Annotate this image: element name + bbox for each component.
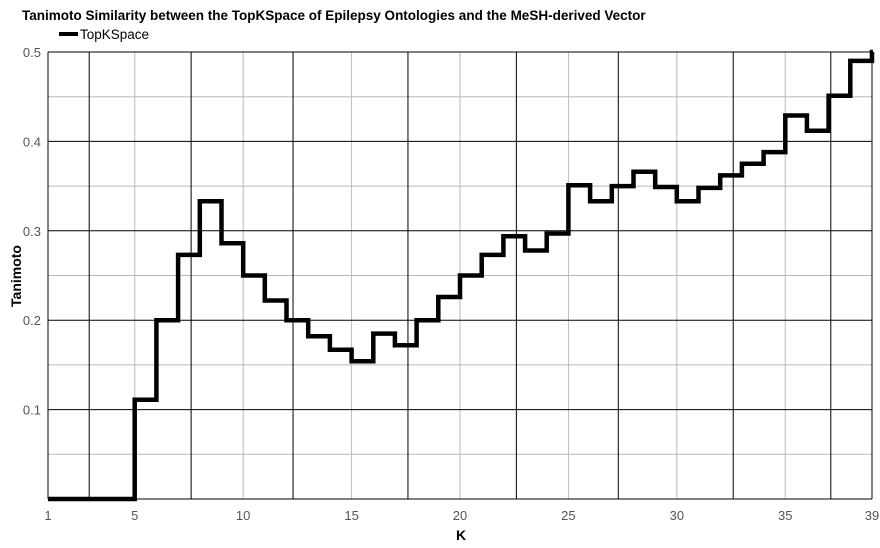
data-point	[816, 129, 820, 133]
data-point	[252, 274, 256, 278]
data-point	[599, 199, 603, 203]
y-tick-label: 0.1	[23, 403, 41, 418]
data-point	[469, 274, 473, 278]
y-tick-label: 0.5	[23, 45, 41, 60]
x-tick-label: 30	[670, 508, 684, 523]
data-point	[707, 186, 711, 190]
data-point	[491, 253, 495, 257]
y-tick-label: 0.2	[23, 313, 41, 328]
data-point	[144, 398, 148, 402]
data-point	[838, 94, 842, 98]
y-axis-title: Tanimoto	[8, 245, 24, 307]
data-point	[426, 318, 430, 322]
data-point	[512, 234, 516, 238]
data-point	[556, 232, 560, 236]
data-point	[89, 497, 93, 501]
chart-title: Tanimoto Similarity between the TopKSpac…	[22, 8, 646, 23]
data-point	[339, 348, 343, 352]
data-point	[447, 295, 451, 299]
data-point	[165, 318, 169, 322]
data-point	[871, 50, 875, 54]
data-point	[729, 173, 733, 177]
data-point	[859, 59, 863, 63]
y-tick-label: 0.3	[23, 224, 41, 239]
x-tick-label: 39	[865, 508, 879, 523]
data-point	[317, 334, 321, 338]
data-point	[534, 249, 538, 253]
x-tick-label: 35	[778, 508, 792, 523]
y-tick-label: 0.4	[23, 134, 41, 149]
data-point	[360, 359, 364, 363]
data-point	[751, 162, 755, 166]
data-point	[621, 184, 625, 188]
data-point	[642, 170, 646, 174]
data-point	[664, 185, 668, 189]
data-point	[295, 318, 299, 322]
series-line	[48, 49, 875, 502]
x-axis-title: K	[456, 527, 466, 543]
data-point	[230, 241, 234, 245]
x-tick-label: 25	[561, 508, 575, 523]
data-point	[404, 343, 408, 347]
legend-label: TopKSpace	[80, 27, 149, 42]
data-point	[686, 199, 690, 203]
data-point	[794, 114, 798, 118]
data-point	[209, 199, 213, 203]
x-tick-label: 5	[131, 508, 138, 523]
legend: TopKSpace	[59, 27, 149, 42]
x-tick-label: 10	[236, 508, 250, 523]
data-point	[772, 150, 776, 154]
plot-area: 0.10.20.30.40.51 5 10 15 20 25 30 35 39	[23, 45, 879, 523]
data-point	[187, 253, 191, 257]
data-point	[274, 299, 278, 303]
x-tick-label: 1	[44, 508, 51, 523]
x-tick-label: 20	[453, 508, 467, 523]
data-point	[577, 183, 581, 187]
x-tick-label: 15	[344, 508, 358, 523]
data-point	[382, 332, 386, 336]
